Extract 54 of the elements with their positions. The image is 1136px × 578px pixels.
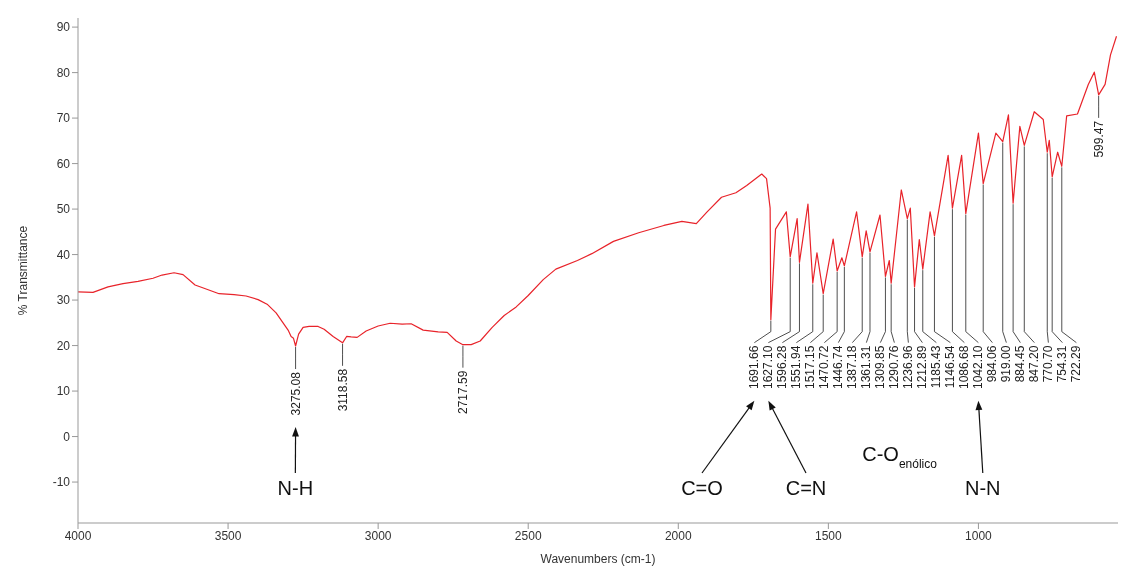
annotation: 1236.96 <box>901 345 916 390</box>
y-tick-label: 20 <box>56 338 71 353</box>
y-tick-label: 30 <box>56 293 71 308</box>
annotation: C=N <box>785 477 827 499</box>
x-tick-label: 1500 <box>815 528 843 543</box>
annotation: 2717.59 <box>455 370 470 415</box>
y-tick-label: 40 <box>56 247 71 262</box>
x-tick-label: 2000 <box>664 528 692 543</box>
annotation: 3118.58 <box>335 368 350 412</box>
annotation: 754.31 <box>1055 345 1070 383</box>
x-tick-label: 3000 <box>364 528 392 543</box>
y-tick-label: -10 <box>52 475 71 490</box>
y-tick-label: 50 <box>56 202 71 217</box>
annotation: 1146.54 <box>943 345 958 389</box>
annotation: 1290.76 <box>887 345 902 390</box>
x-axis-title: Wavenumbers (cm-1) <box>540 552 656 566</box>
annotation: N-H <box>277 477 314 499</box>
annotation: 1086.68 <box>957 345 972 390</box>
annotation: 3275.08 <box>288 371 303 416</box>
y-axis-title: % Transmittance <box>16 225 31 316</box>
annotation: 1042.10 <box>971 345 986 390</box>
y-tick-label: 0 <box>63 429 71 444</box>
annotation: C-O$_{enólico}$ <box>862 443 938 471</box>
annotation: 1691.66 <box>747 345 762 390</box>
annotation: 722.29 <box>1069 345 1084 383</box>
annotation: 984.06 <box>985 345 1000 383</box>
annotation: 1596.28 <box>775 345 790 390</box>
annotation: 599.47 <box>1091 120 1106 158</box>
annotation: 1517.15 <box>803 345 818 390</box>
annotation: 1361.31 <box>859 345 874 390</box>
annotation: 1309.85 <box>873 345 888 390</box>
y-tick-label: 70 <box>56 111 71 126</box>
annotation: 1387.18 <box>845 345 860 390</box>
annotation: 884.45 <box>1013 345 1028 383</box>
annotation: 1551.94 <box>789 345 804 390</box>
annotation: N-N <box>965 477 1001 499</box>
y-tick-label: 60 <box>56 156 71 171</box>
annotation: 919.00 <box>999 345 1014 383</box>
x-tick-label: 2500 <box>514 528 542 543</box>
annotation: 847.20 <box>1027 345 1042 383</box>
y-tick-label: 90 <box>56 20 71 35</box>
annotation: 770.70 <box>1041 345 1056 383</box>
annotation: 1627.10 <box>761 345 776 390</box>
annotation: 1185.43 <box>929 345 944 389</box>
y-tick-label: 80 <box>56 65 71 80</box>
annotation: 1446.74 <box>831 345 846 390</box>
line-series <box>78 35 1118 347</box>
annotation: 1212.89 <box>915 345 930 390</box>
x-tick-label: 3500 <box>214 528 242 543</box>
annotation: C=O <box>681 477 723 499</box>
y-tick-label: 10 <box>56 384 71 399</box>
annotation: 1470.72 <box>817 345 832 390</box>
x-tick-label: 4000 <box>64 528 92 543</box>
x-tick-label: 1000 <box>965 528 993 543</box>
